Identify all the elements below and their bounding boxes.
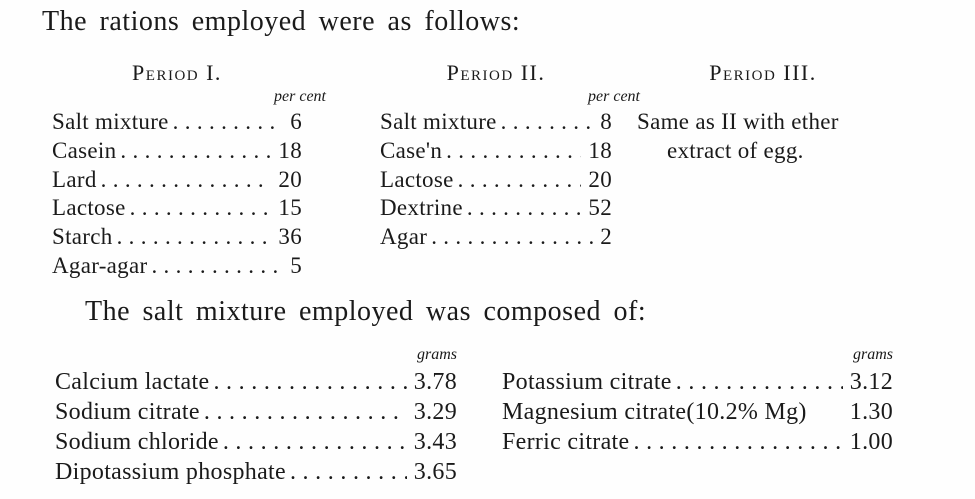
dot-leader bbox=[431, 223, 593, 252]
salt-value: 3.43 bbox=[413, 429, 457, 455]
table-row: Casein 18 bbox=[52, 137, 302, 166]
ingredient-value: 36 bbox=[278, 224, 302, 250]
dot-leader bbox=[458, 166, 582, 195]
dot-leader bbox=[223, 427, 407, 457]
ingredient-label: Agar-agar bbox=[52, 252, 148, 278]
dot-leader bbox=[290, 457, 407, 487]
salt-label: Potassium citrate bbox=[502, 369, 672, 395]
ingredient-value: 20 bbox=[278, 166, 302, 192]
salt-left-rows: Calcium lactate 3.78 Sodium citrate 3.29… bbox=[55, 367, 457, 487]
salt-label: Sodium chloride bbox=[55, 429, 219, 455]
ingredient-value: 52 bbox=[588, 195, 612, 221]
period-2-rows: Salt mixture 8 Case'n 18 Lactose 20 Dext… bbox=[380, 108, 612, 252]
table-row: Calcium lactate 3.78 bbox=[55, 367, 457, 397]
dot-leader bbox=[151, 252, 283, 281]
note-line: Same as II with ether bbox=[637, 109, 839, 134]
unit-row-spacer bbox=[637, 86, 889, 108]
table-row: Potassium citrate 3.12 bbox=[502, 367, 893, 397]
period-3-heading: Period III. bbox=[709, 60, 817, 85]
table-row: Lactose 15 bbox=[52, 194, 302, 223]
table-row: Magnesium citrate(10.2% Mg) 1.30 bbox=[502, 397, 893, 427]
ingredient-label: Agar bbox=[380, 224, 428, 250]
period-3-note: Same as II with ether extract of egg. bbox=[637, 108, 889, 166]
ingredient-label: Casein bbox=[52, 137, 117, 163]
salt-value: 1.00 bbox=[849, 429, 893, 455]
period-1-rows: Salt mixture 6 Casein 18 Lard 20 Lactose… bbox=[52, 108, 302, 281]
salt-mixture-left-column: grams Calcium lactate 3.78 Sodium citrat… bbox=[55, 343, 457, 487]
dot-leader bbox=[101, 166, 272, 195]
dot-leader bbox=[213, 367, 406, 397]
salt-right-rows: Potassium citrate 3.12 Magnesium citrate… bbox=[502, 367, 893, 457]
ingredient-value: 20 bbox=[588, 166, 612, 192]
salt-label: Dipotassium phosphate bbox=[55, 459, 286, 485]
salt-label: Magnesium citrate(10.2% Mg) bbox=[502, 399, 807, 425]
dot-leader bbox=[204, 397, 407, 427]
ingredient-label: Lard bbox=[52, 166, 97, 192]
dot-leader bbox=[676, 367, 843, 397]
ingredient-label: Starch bbox=[52, 224, 113, 250]
table-row: Sodium citrate 3.29 bbox=[55, 397, 457, 427]
ingredient-value: 5 bbox=[290, 252, 302, 278]
grams-label: grams bbox=[852, 346, 893, 363]
dot-leader bbox=[173, 108, 284, 137]
table-row: Agar-agar 5 bbox=[52, 252, 302, 281]
ingredient-value: 2 bbox=[600, 224, 612, 250]
per-cent-label: per cent bbox=[274, 88, 326, 105]
salt-value: 3.65 bbox=[413, 459, 457, 485]
note-line: extract of egg. bbox=[667, 137, 804, 163]
intro-paragraph: The rations employed were as follows: bbox=[42, 6, 521, 37]
per-cent-label: per cent bbox=[588, 88, 640, 105]
ingredient-label: Case'n bbox=[380, 137, 443, 163]
grams-label: grams bbox=[416, 346, 457, 363]
salt-value: 3.29 bbox=[413, 399, 457, 425]
salt-value: 3.12 bbox=[849, 369, 893, 395]
period-2-heading: Period II. bbox=[446, 60, 546, 85]
dot-leader bbox=[633, 427, 842, 457]
ingredient-value: 18 bbox=[588, 137, 612, 163]
dot-leader bbox=[130, 194, 272, 223]
table-row: Starch 36 bbox=[52, 223, 302, 252]
ingredient-label: Salt mixture bbox=[380, 109, 497, 134]
table-row: Salt mixture 6 bbox=[52, 108, 302, 137]
dot-leader bbox=[501, 108, 594, 137]
period-1-heading: Period I. bbox=[132, 60, 222, 85]
salt-value: 1.30 bbox=[849, 399, 893, 425]
dot-leader bbox=[120, 137, 271, 166]
period-1-column: Period I. per cent Salt mixture 6 Casein… bbox=[52, 60, 326, 281]
dot-leader bbox=[446, 137, 581, 166]
salt-label: Calcium lactate bbox=[55, 369, 210, 395]
table-row: Salt mixture 8 bbox=[380, 108, 612, 137]
ingredient-label: Dextrine bbox=[380, 195, 463, 221]
dot-leader bbox=[467, 194, 582, 223]
salt-label: Ferric citrate bbox=[502, 429, 630, 455]
ingredient-label: Lactose bbox=[380, 166, 454, 192]
dot-leader bbox=[117, 223, 272, 252]
table-row: Dipotassium phosphate 3.65 bbox=[55, 457, 457, 487]
table-row: Sodium chloride 3.43 bbox=[55, 427, 457, 457]
ingredient-value: 8 bbox=[600, 109, 612, 134]
table-row: Lactose 20 bbox=[380, 166, 612, 195]
ingredient-value: 6 bbox=[290, 109, 302, 134]
table-row: Agar 2 bbox=[380, 223, 612, 252]
period-2-column: Period II. per cent Salt mixture 8 Case'… bbox=[380, 60, 640, 252]
salt-value: 3.78 bbox=[413, 369, 457, 395]
ingredient-value: 18 bbox=[278, 137, 302, 163]
table-row: Dextrine 52 bbox=[380, 194, 612, 223]
table-row: Case'n 18 bbox=[380, 137, 612, 166]
ingredient-value: 15 bbox=[278, 195, 302, 221]
table-row: Ferric citrate 1.00 bbox=[502, 427, 893, 457]
salt-label: Sodium citrate bbox=[55, 399, 200, 425]
ingredient-label: Salt mixture bbox=[52, 109, 169, 134]
salt-intro-paragraph: The salt mixture employed was composed o… bbox=[85, 296, 647, 327]
salt-mixture-right-column: grams Potassium citrate 3.12 Magnesium c… bbox=[502, 343, 893, 457]
table-row: Lard 20 bbox=[52, 166, 302, 195]
period-3-column: Period III. Same as II with ether extrac… bbox=[637, 60, 889, 166]
ingredient-label: Lactose bbox=[52, 195, 126, 221]
